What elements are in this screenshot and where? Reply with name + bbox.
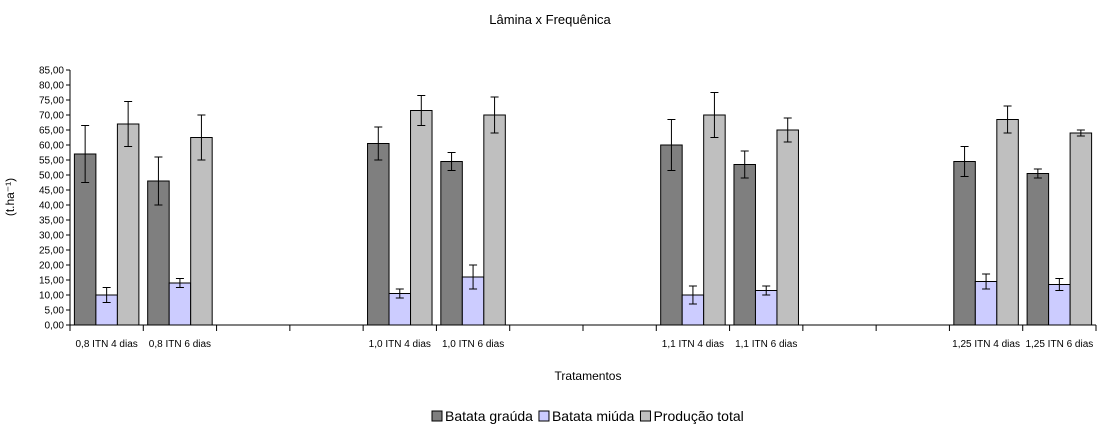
- bar: [1026, 173, 1050, 326]
- y-axis-title: (t.ha⁻¹): [3, 178, 17, 216]
- x-tick-label: 0,8 ITN 4 dias: [76, 339, 138, 350]
- y-tick-label: 50,00: [39, 171, 64, 182]
- y-tick-label: 55,00: [39, 156, 64, 167]
- x-axis-title: Tratamentos: [555, 369, 622, 383]
- bar: [1069, 132, 1093, 326]
- y-tick-label: 15,00: [39, 276, 64, 287]
- x-tick-label: 1,0 ITN 4 dias: [369, 339, 431, 350]
- bar: [703, 114, 726, 326]
- bar: [660, 144, 683, 326]
- bar: [116, 123, 140, 326]
- y-tick-label: 30,00: [39, 231, 64, 242]
- x-tick-label: 1,25 ITN 4 dias: [952, 339, 1020, 350]
- bar: [440, 161, 463, 326]
- y-tick-label: 85,00: [39, 66, 64, 77]
- x-tick-label: 1,1 ITN 4 dias: [662, 339, 724, 350]
- bar: [996, 119, 1019, 326]
- chart-title: Lâmina x Frequênica: [489, 12, 611, 27]
- bar: [190, 137, 213, 326]
- bar: [483, 114, 506, 326]
- bar: [168, 282, 192, 326]
- y-tick-label: 35,00: [39, 216, 64, 227]
- legend-label: Batata graúda: [445, 408, 533, 424]
- y-tick-label: 40,00: [39, 201, 64, 212]
- y-tick-label: 0,00: [45, 321, 65, 332]
- legend: Batata graúda Batata miúda Produção total: [431, 408, 744, 424]
- x-tick-label: 1,25 ITN 6 dias: [1025, 339, 1093, 350]
- plot-area: 0,00 5,00 10,00 15,00 20,00 25,00 30,00 35,00 40…: [39, 66, 1097, 350]
- y-tick-label: 70,00: [39, 111, 64, 122]
- x-tick-label: 1,0 ITN 6 dias: [442, 339, 504, 350]
- bar: [953, 161, 976, 326]
- bar: [733, 164, 756, 326]
- y-tick-label: 65,00: [39, 126, 64, 137]
- y-tick-label: 25,00: [39, 246, 64, 257]
- y-tick-label: 20,00: [39, 261, 64, 272]
- y-tick-label: 45,00: [39, 186, 64, 197]
- y-tick-label: 80,00: [39, 81, 64, 92]
- legend-label: Produção total: [653, 408, 743, 424]
- y-tick-label: 5,00: [45, 306, 65, 317]
- bar: [776, 129, 799, 326]
- legend-swatch: [639, 410, 651, 422]
- x-tick-label: 0,8 ITN 6 dias: [149, 339, 211, 350]
- legend-swatch: [538, 410, 550, 422]
- legend-label: Batata miúda: [552, 408, 635, 424]
- x-tick-label: 1,1 ITN 6 dias: [735, 339, 797, 350]
- y-tick-label: 60,00: [39, 141, 64, 152]
- y-tick-label: 10,00: [39, 291, 64, 302]
- bar: [367, 143, 390, 326]
- bar: [754, 290, 778, 326]
- legend-swatch: [431, 410, 443, 422]
- y-tick-label: 75,00: [39, 96, 64, 107]
- bar: [410, 110, 433, 326]
